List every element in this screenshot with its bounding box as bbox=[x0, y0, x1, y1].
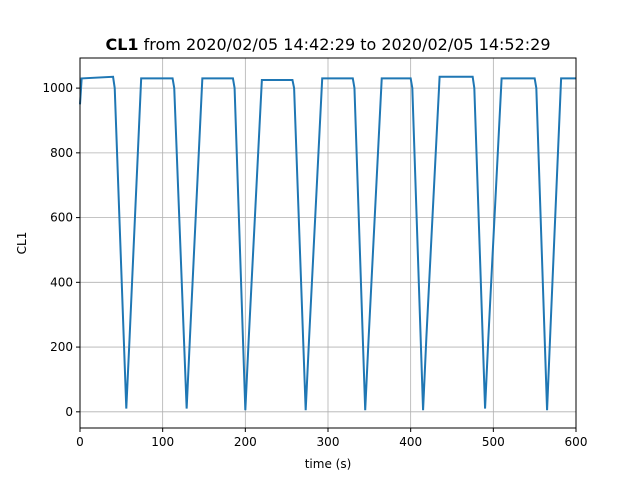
chart-title: CL1 from 2020/02/05 14:42:29 to 2020/02/… bbox=[105, 35, 550, 54]
x-axis-label: time (s) bbox=[305, 457, 352, 471]
x-tick-label: 300 bbox=[317, 435, 340, 449]
x-tick-label: 500 bbox=[482, 435, 505, 449]
y-tick-label: 0 bbox=[65, 405, 73, 419]
title-rest: from 2020/02/05 14:42:29 to 2020/02/05 1… bbox=[144, 35, 551, 54]
y-axis-label: CL1 bbox=[15, 232, 29, 255]
y-tick-label: 800 bbox=[50, 146, 73, 160]
y-tick-label: 1000 bbox=[42, 81, 73, 95]
y-tick-label: 200 bbox=[50, 340, 73, 354]
x-tick-label: 600 bbox=[565, 435, 588, 449]
y-tick-label: 400 bbox=[50, 275, 73, 289]
data-line bbox=[79, 75, 576, 411]
x-tick-label: 100 bbox=[151, 435, 174, 449]
x-tick-label: 200 bbox=[234, 435, 257, 449]
y-tick-label: 600 bbox=[50, 211, 73, 225]
plot-frame bbox=[79, 57, 577, 429]
x-tick-label: 0 bbox=[76, 435, 84, 449]
title-bold: CL1 bbox=[105, 35, 138, 54]
x-tick-label: 400 bbox=[399, 435, 422, 449]
